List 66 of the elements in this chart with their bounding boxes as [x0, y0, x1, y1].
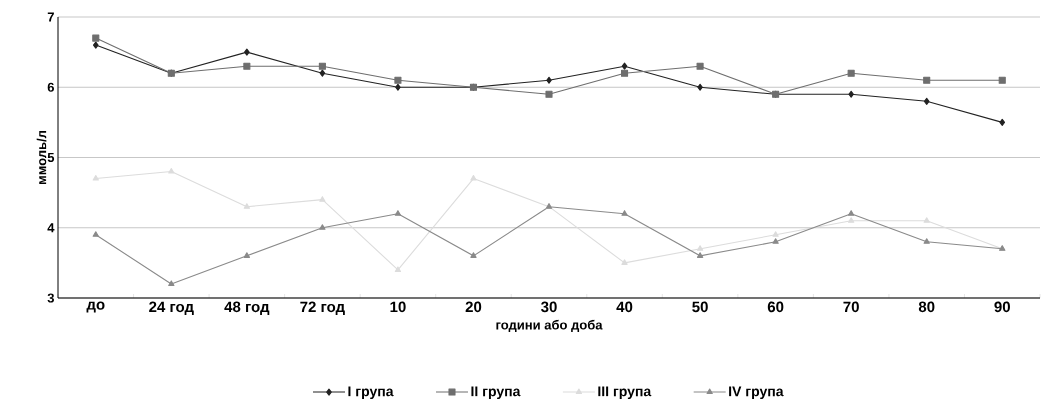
y-tick-label: 5	[47, 152, 55, 163]
point	[998, 76, 1006, 84]
point	[696, 245, 704, 251]
point	[772, 231, 779, 237]
point	[847, 69, 855, 77]
point	[319, 69, 326, 77]
x-tick-label: 48 год	[224, 301, 270, 315]
x-tick-label: 20	[465, 301, 482, 313]
point	[545, 90, 553, 98]
x-tick-label: 24 год	[149, 301, 194, 315]
point	[848, 90, 854, 98]
point	[244, 48, 250, 56]
legend-label: I група	[348, 386, 394, 400]
legend-label: IV група	[729, 386, 784, 400]
y-tick-label: 6	[47, 82, 54, 92]
point	[243, 252, 250, 258]
point	[546, 76, 552, 84]
point	[92, 41, 99, 49]
point	[395, 83, 401, 91]
point	[621, 259, 628, 265]
x-tick-label: 50	[692, 301, 708, 313]
point	[319, 196, 326, 202]
point	[92, 231, 99, 237]
point	[923, 97, 930, 105]
point	[470, 175, 477, 181]
x-tick-label: 40	[616, 301, 633, 313]
point	[243, 62, 251, 70]
point	[999, 118, 1006, 126]
x-tick-label: 10	[390, 301, 406, 313]
point	[92, 34, 100, 42]
point	[92, 175, 99, 181]
point	[848, 210, 855, 216]
point	[621, 69, 629, 77]
point	[772, 238, 779, 244]
point	[394, 266, 402, 272]
y-axis-title: ммоль/л	[36, 130, 47, 184]
x-tick-label: 90	[994, 301, 1010, 313]
point	[696, 62, 704, 70]
x-axis-title: години або доба	[496, 319, 603, 332]
y-tick-label: 7	[47, 12, 54, 22]
point	[394, 76, 402, 84]
x-tick-label: 60	[767, 301, 784, 313]
x-tick-label: 80	[918, 301, 935, 313]
point	[923, 238, 930, 244]
point	[470, 252, 477, 258]
point	[243, 203, 250, 209]
y-tick-label: 3	[47, 293, 54, 303]
point	[696, 252, 704, 258]
legend-label: III група	[598, 386, 652, 400]
point	[923, 217, 930, 223]
point	[621, 210, 628, 216]
legend-label: II група	[471, 386, 521, 400]
y-tick-label: 4	[47, 223, 55, 233]
x-tick-label: 72 год	[300, 301, 345, 315]
point	[621, 62, 628, 70]
point	[394, 210, 402, 216]
point	[168, 280, 175, 286]
x-tick-label: 70	[843, 301, 859, 313]
point	[318, 62, 326, 70]
x-tick-label: 30	[541, 301, 557, 313]
point	[923, 76, 931, 84]
point	[319, 224, 326, 230]
x-tick-label: до	[86, 301, 105, 313]
point	[697, 83, 703, 91]
point	[168, 168, 175, 174]
point	[848, 217, 855, 223]
